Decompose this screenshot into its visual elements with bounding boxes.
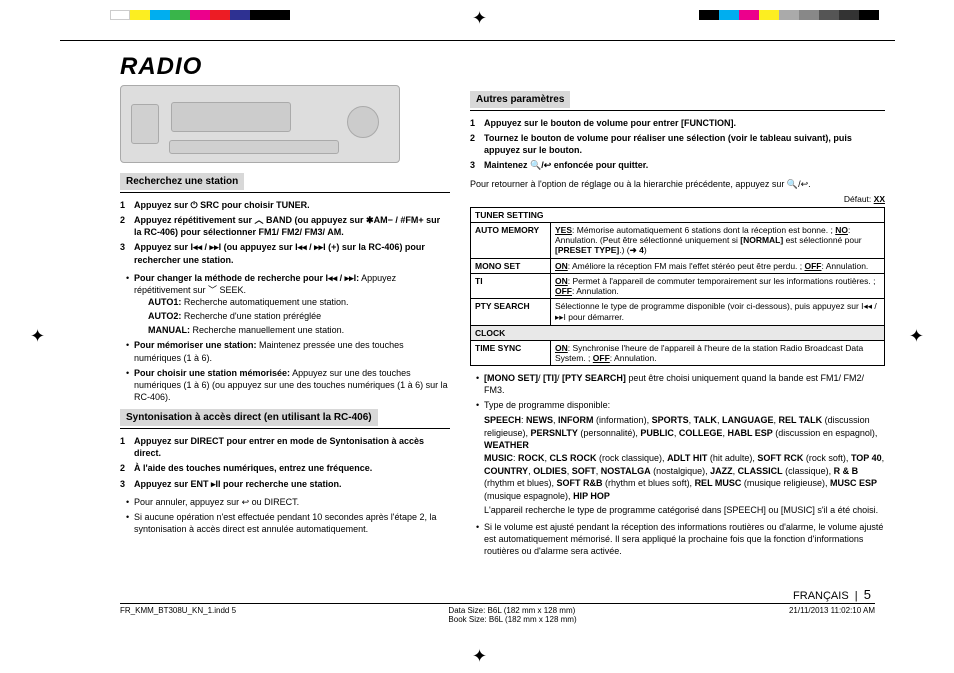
registration-mark: ✦ <box>30 326 45 347</box>
search-header: Recherchez une station <box>120 173 244 190</box>
bullet-lead: Pour mémoriser une station: <box>134 340 257 350</box>
print-footer: FR_KMM_BT308U_KN_1.indd 5 Data Size: B6L… <box>120 603 875 624</box>
other-steps: 1Appuyez sur le bouton de volume pour en… <box>470 117 885 172</box>
page-title: RADIO <box>120 53 895 81</box>
registration-mark: ✦ <box>909 326 924 347</box>
step-text: Appuyez sur ENT ▸II pour recherche une s… <box>134 479 342 489</box>
step-text: Appuyez sur I◂◂ / ▸▸I (ou appuyez sur I◂… <box>134 242 425 264</box>
music-types: MUSIC: ROCK, CLS ROCK (rock classique), … <box>484 452 885 502</box>
bullet-text: Pour annuler, appuyez sur ↩ ou DIRECT. <box>126 496 450 508</box>
search-steps: 1Appuyez sur ⏻ SRC pour choisir TUNER. 2… <box>120 199 450 266</box>
step-text: Appuyez sur DIRECT pour entrer en mode d… <box>134 436 424 458</box>
bullet-lead: Pour choisir une station mémorisée: <box>134 368 290 378</box>
step-text: Appuyez sur ⏻ SRC pour choisir TUNER. <box>134 200 310 210</box>
step-text: Appuyez répétitivement sur ︿ BAND (ou ap… <box>134 215 440 237</box>
color-bar-right <box>699 10 879 20</box>
note3: Si le volume est ajusté pendant la récep… <box>476 521 885 557</box>
section-direct: Syntonisation à accès direct (en utilisa… <box>120 409 450 429</box>
radio-illustration <box>120 85 400 163</box>
default-note: Défaut: XX <box>470 194 885 204</box>
note2: L'appareil recherche le type de programm… <box>484 504 885 517</box>
right-notes-2: Si le volume est ajusté pendant la récep… <box>470 521 885 557</box>
step-text: Maintenez 🔍/↩ enfoncée pour quitter. <box>484 160 648 170</box>
registration-mark: ✦ <box>472 646 487 667</box>
step-text: Tournez le bouton de volume pour réalise… <box>484 133 852 155</box>
direct-header: Syntonisation à accès direct (en utilisa… <box>120 409 378 426</box>
step-text: Appuyez sur le bouton de volume pour ent… <box>484 118 736 128</box>
registration-mark: ✦ <box>472 8 487 29</box>
left-column: Recherchez une station 1Appuyez sur ⏻ SR… <box>120 85 450 560</box>
section-other: Autres paramètres <box>470 91 885 111</box>
section-search: Recherchez une station <box>120 173 450 193</box>
return-note: Pour retourner à l'option de réglage ou … <box>470 178 885 190</box>
right-notes: [MONO SET]/ [TI]/ [PTY SEARCH] peut être… <box>470 372 885 411</box>
other-header: Autres paramètres <box>470 91 570 108</box>
page-footer: FRANÇAIS | 5 <box>793 587 871 602</box>
tuner-settings-table: TUNER SETTING AUTO MEMORYYES: Mémorise a… <box>470 207 885 366</box>
page-content: RADIO Recherchez une station 1Appuyez su… <box>60 40 895 630</box>
speech-types: SPEECH: NEWS, INFORM (information), SPOR… <box>484 414 885 452</box>
search-bullets: Pour changer la méthode de recherche pou… <box>120 272 450 403</box>
table-header: TUNER SETTING <box>471 207 885 222</box>
right-column: Autres paramètres 1Appuyez sur le bouton… <box>470 85 885 560</box>
direct-steps: 1Appuyez sur DIRECT pour entrer en mode … <box>120 435 450 490</box>
color-bar-left <box>110 10 290 20</box>
step-text: À l'aide des touches numériques, entrez … <box>134 463 372 473</box>
bullet-text: Si aucune opération n'est effectuée pend… <box>126 511 450 535</box>
direct-bullets: Pour annuler, appuyez sur ↩ ou DIRECT. S… <box>120 496 450 535</box>
bullet-lead: Pour changer la méthode de recherche pou… <box>134 273 359 283</box>
